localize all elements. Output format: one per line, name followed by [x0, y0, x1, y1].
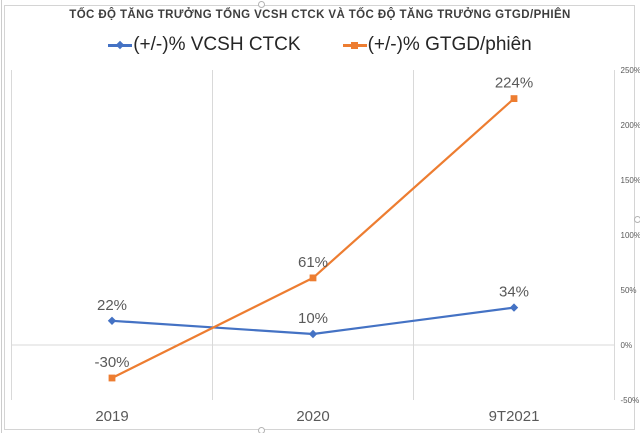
- data-point-square: [510, 95, 518, 102]
- data-label: -30%: [94, 354, 129, 371]
- data-point-diamond: [509, 303, 519, 312]
- data-point-square: [309, 274, 317, 282]
- data-label: 34%: [499, 284, 529, 301]
- selection-handle-top[interactable]: [258, 1, 265, 8]
- chart-title: TỐC ĐỘ TĂNG TRƯỞNG TỔNG VCSH CTCK VÀ TỐC…: [69, 9, 571, 21]
- window-edge-line: [1, 0, 2, 433]
- data-label: 61%: [298, 254, 328, 271]
- legend-item-gtgd-phien[interactable]: (+/-)% GTGD/phiên: [342, 34, 532, 56]
- data-point-square: [108, 374, 116, 382]
- selection-handle-right[interactable]: [634, 216, 640, 223]
- selection-handle-bottom[interactable]: [258, 427, 265, 433]
- y-axis-tick-label: -50%: [621, 396, 640, 405]
- y-axis-tick-label: 250%: [621, 66, 640, 75]
- x-axis-category-label: 2020: [296, 408, 329, 425]
- chart-legend: (+/-)% VCSH CTCK (+/-)% GTGD/phiên: [0, 31, 640, 59]
- chart-frame[interactable]: [4, 5, 635, 430]
- x-axis-category-label: 9T2021: [489, 408, 540, 425]
- y-axis-tick-label: 100%: [621, 231, 640, 240]
- y-axis-tick-label: 50%: [621, 286, 637, 295]
- data-label: 224%: [495, 75, 533, 92]
- y-axis-tick-label: 200%: [621, 121, 640, 130]
- data-point-diamond: [308, 329, 318, 339]
- x-axis-category-label: 2019: [95, 408, 128, 425]
- data-label: 10%: [298, 310, 328, 327]
- legend-label-gtgd-phien: (+/-)% GTGD/phiên: [367, 34, 532, 55]
- data-point-diamond: [107, 316, 117, 325]
- legend-line-square-icon: [342, 40, 367, 50]
- legend-label-vcsh-ctck: (+/-)% VCSH CTCK: [133, 34, 301, 55]
- y-axis-tick-label: 150%: [621, 176, 640, 185]
- legend-line-diamond-icon: [108, 40, 133, 50]
- y-axis-tick-label: 0%: [621, 341, 633, 350]
- data-label: 22%: [97, 297, 127, 314]
- legend-item-vcsh-ctck[interactable]: (+/-)% VCSH CTCK: [108, 34, 301, 56]
